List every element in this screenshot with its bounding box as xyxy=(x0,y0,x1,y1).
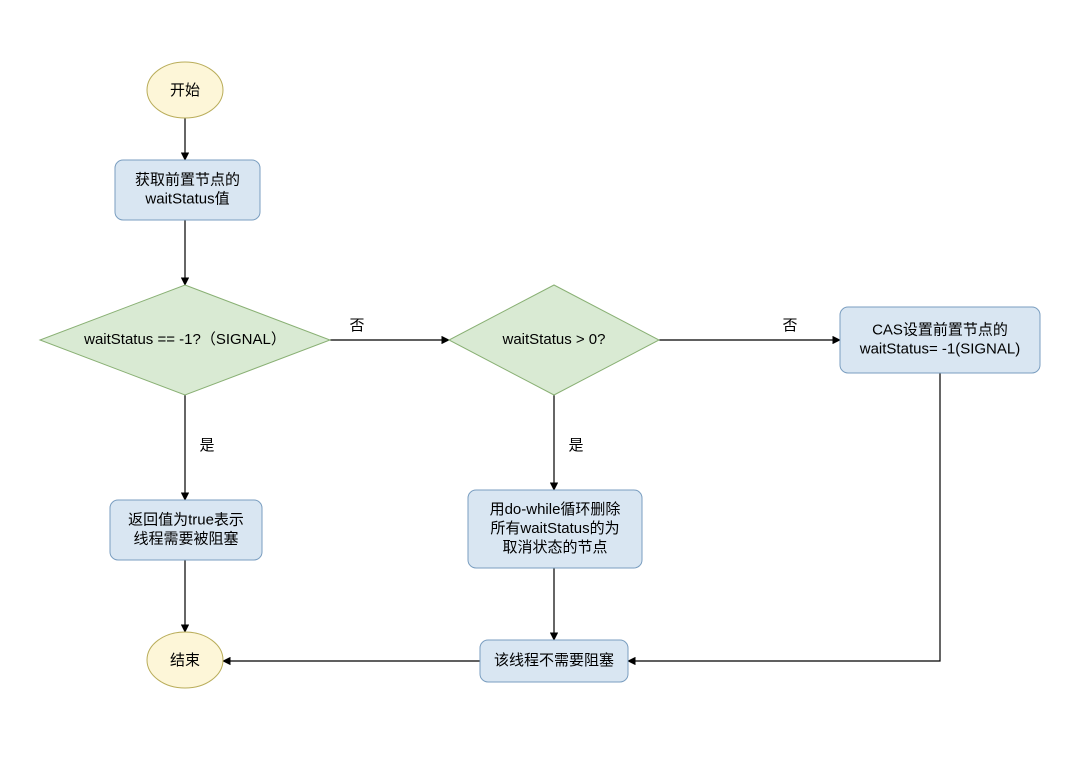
node-cas: CAS设置前置节点的 waitStatus= -1(SIGNAL) xyxy=(840,307,1040,373)
e_d2_yes-label: 是 xyxy=(568,437,583,454)
nodes.noBlock-label: 该线程不需要阻塞 xyxy=(494,651,614,669)
node-start-label: 开始 xyxy=(170,82,200,99)
node-getWS: 获取前置节点的 waitStatus值 xyxy=(115,160,260,220)
e_d1_no-label: 否 xyxy=(349,317,364,334)
nodes.d2-label: waitStatus > 0? xyxy=(502,331,606,348)
node-retTrue: 返回值为true表示线程需要被阻塞 xyxy=(110,500,262,560)
nodes.getWS-label: waitStatus值 xyxy=(144,190,229,207)
nodes.loop-label: 用do-while循环删除 xyxy=(490,501,621,518)
node-end-label: 结束 xyxy=(170,652,200,669)
nodes.retTrue-label: 返回值为true表示 xyxy=(128,511,244,528)
e_d2_no-label: 否 xyxy=(782,317,797,334)
nodes.cas-label: waitStatus= -1(SIGNAL) xyxy=(859,340,1020,357)
e_d1_yes-label: 是 xyxy=(199,437,214,454)
node-end: 结束 xyxy=(147,632,223,688)
e_cas_noblk xyxy=(628,373,940,661)
node-loop: 用do-while循环删除所有waitStatus的为取消状态的节点 xyxy=(468,490,642,568)
nodes.d1-label: waitStatus == -1?（SIGNAL） xyxy=(83,331,286,348)
node-start: 开始 xyxy=(147,62,223,118)
nodes.retTrue-label: 线程需要被阻塞 xyxy=(133,529,238,547)
nodes.loop-label: 取消状态的节点 xyxy=(502,539,607,556)
nodes.loop-label: 所有waitStatus的为 xyxy=(490,520,619,537)
node-noBlock: 该线程不需要阻塞 xyxy=(480,640,628,682)
nodes.cas-label: CAS设置前置节点的 xyxy=(872,321,1008,338)
flowchart-canvas: 否是 否是 开始获取前置节点的 waitStatus值 waitStatus == -… xyxy=(0,0,1080,761)
node-d1: waitStatus == -1?（SIGNAL） xyxy=(40,285,330,395)
node-d2: waitStatus > 0? xyxy=(449,285,659,395)
nodes.getWS-label: 获取前置节点的 xyxy=(135,171,240,188)
